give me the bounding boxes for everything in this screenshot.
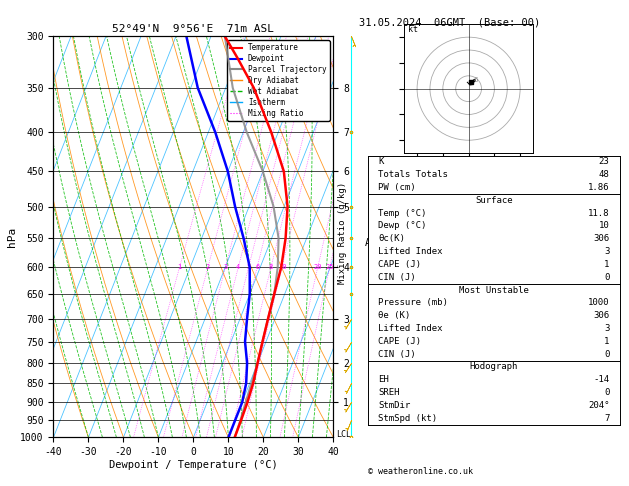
Text: 306: 306 <box>593 234 610 243</box>
Text: PW (cm): PW (cm) <box>378 183 416 192</box>
Text: 3: 3 <box>223 264 228 270</box>
Text: θc(K): θc(K) <box>378 234 405 243</box>
Text: Dewp (°C): Dewp (°C) <box>378 222 426 230</box>
Text: CIN (J): CIN (J) <box>378 273 416 282</box>
Text: SREH: SREH <box>378 388 399 397</box>
Y-axis label: km
ASL: km ASL <box>365 226 383 248</box>
Title: 52°49'N  9°56'E  71m ASL: 52°49'N 9°56'E 71m ASL <box>113 24 274 35</box>
Text: StmDir: StmDir <box>378 401 410 410</box>
Y-axis label: hPa: hPa <box>8 227 18 247</box>
Text: 204°: 204° <box>588 401 610 410</box>
Text: CAPE (J): CAPE (J) <box>378 260 421 269</box>
Text: 48: 48 <box>599 170 610 179</box>
Text: 6: 6 <box>255 264 259 270</box>
Text: Pressure (mb): Pressure (mb) <box>378 298 448 307</box>
Text: 6: 6 <box>474 77 478 83</box>
Text: 31.05.2024  06GMT  (Base: 00): 31.05.2024 06GMT (Base: 00) <box>359 17 540 27</box>
Text: 25: 25 <box>325 264 334 270</box>
Text: 3: 3 <box>604 247 610 256</box>
Text: 7: 7 <box>604 414 610 423</box>
Text: 1.86: 1.86 <box>588 183 610 192</box>
X-axis label: Dewpoint / Temperature (°C): Dewpoint / Temperature (°C) <box>109 460 278 470</box>
Text: 1: 1 <box>604 260 610 269</box>
Text: 11.8: 11.8 <box>588 208 610 218</box>
Text: θe (K): θe (K) <box>378 311 410 320</box>
Text: kt: kt <box>408 25 418 34</box>
Text: 10: 10 <box>599 222 610 230</box>
Text: 2: 2 <box>206 264 210 270</box>
Text: Lifted Index: Lifted Index <box>378 247 443 256</box>
Text: 2: 2 <box>470 80 474 86</box>
Text: CAPE (J): CAPE (J) <box>378 337 421 346</box>
Text: 10: 10 <box>278 264 286 270</box>
Text: 0: 0 <box>604 273 610 282</box>
Text: Lifted Index: Lifted Index <box>378 324 443 333</box>
Text: LCL: LCL <box>336 430 351 438</box>
Legend: Temperature, Dewpoint, Parcel Trajectory, Dry Adiabat, Wet Adiabat, Isotherm, Mi: Temperature, Dewpoint, Parcel Trajectory… <box>227 40 330 121</box>
Text: Surface: Surface <box>475 196 513 205</box>
Text: CIN (J): CIN (J) <box>378 349 416 359</box>
Text: Hodograph: Hodograph <box>470 363 518 371</box>
Text: 23: 23 <box>599 157 610 166</box>
Text: 8: 8 <box>269 264 273 270</box>
Text: 4: 4 <box>236 264 240 270</box>
Text: K: K <box>378 157 384 166</box>
Text: Mixing Ratio (g/kg): Mixing Ratio (g/kg) <box>338 182 347 284</box>
Text: 1: 1 <box>177 264 182 270</box>
Text: StmSpd (kt): StmSpd (kt) <box>378 414 437 423</box>
Text: -14: -14 <box>593 375 610 384</box>
Text: Most Unstable: Most Unstable <box>459 286 529 295</box>
Text: Temp (°C): Temp (°C) <box>378 208 426 218</box>
Text: 1000: 1000 <box>588 298 610 307</box>
Text: 3: 3 <box>604 324 610 333</box>
Text: 0: 0 <box>604 388 610 397</box>
Text: 5: 5 <box>247 264 251 270</box>
Text: © weatheronline.co.uk: © weatheronline.co.uk <box>368 467 473 476</box>
Text: Totals Totals: Totals Totals <box>378 170 448 179</box>
Text: 306: 306 <box>593 311 610 320</box>
Text: 20: 20 <box>313 264 322 270</box>
Text: 1: 1 <box>604 337 610 346</box>
Text: 0: 0 <box>604 349 610 359</box>
Text: EH: EH <box>378 375 389 384</box>
